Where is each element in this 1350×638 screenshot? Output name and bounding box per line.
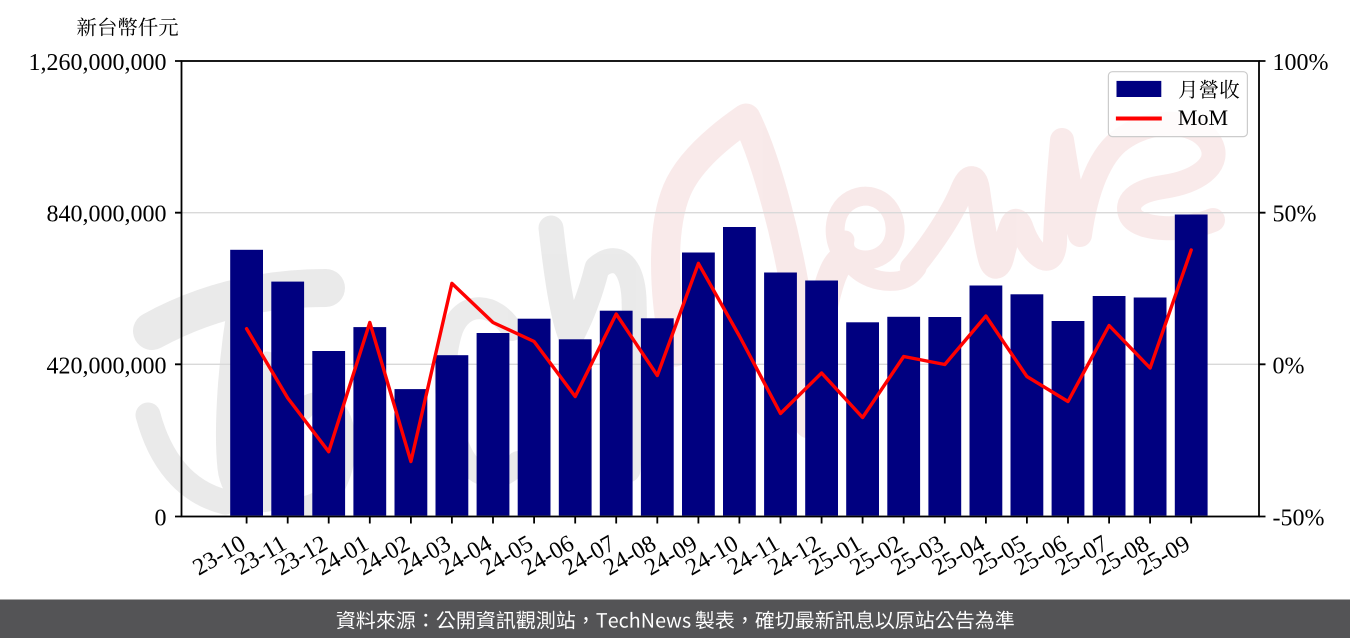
svg-text:100%: 100% [1273, 50, 1329, 76]
svg-text:50%: 50% [1273, 202, 1317, 228]
svg-text:0: 0 [155, 506, 167, 532]
svg-text:0%: 0% [1273, 353, 1305, 379]
svg-text:420,000,000: 420,000,000 [47, 353, 167, 379]
svg-text:840,000,000: 840,000,000 [47, 202, 167, 228]
svg-text:-50%: -50% [1273, 506, 1325, 532]
svg-text:1,260,000,000: 1,260,000,000 [29, 50, 167, 76]
svg-text:MoM: MoM [1178, 105, 1228, 130]
